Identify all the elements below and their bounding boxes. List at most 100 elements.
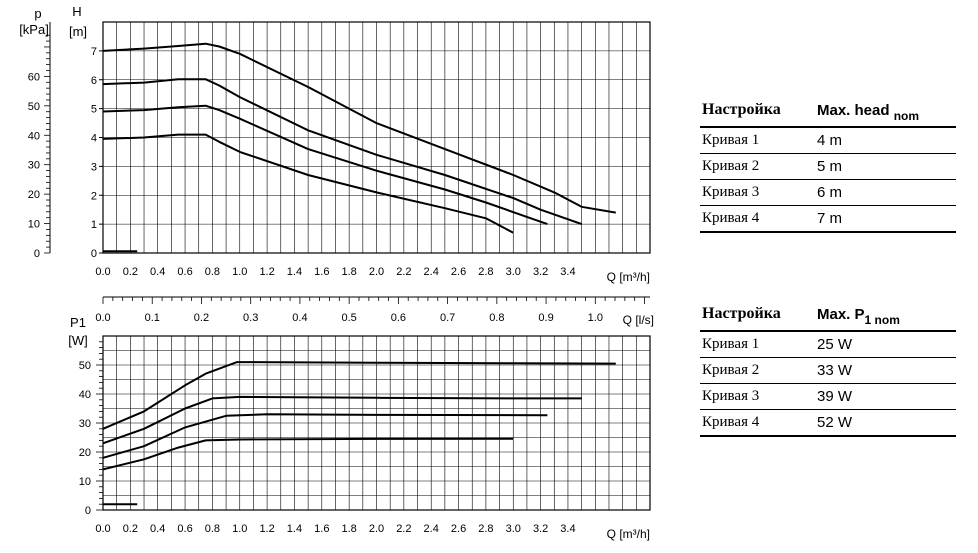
- kpa-axis-title: p: [34, 6, 41, 21]
- x-tick-label: 1.8: [342, 266, 357, 278]
- x-tick-label: 3.2: [533, 523, 548, 535]
- x-tick-label: 1.6: [314, 523, 329, 535]
- curve-name: Кривая 3: [700, 383, 805, 410]
- ls-axis-unit: Q [l/s]: [623, 313, 654, 327]
- curve-value: 33 W: [805, 357, 956, 384]
- ls-tick-label: 1.0: [588, 312, 603, 324]
- x-tick-label: 0.4: [150, 266, 165, 278]
- curve-value: 4 m: [805, 127, 956, 154]
- x-tick-label: 1.8: [342, 523, 357, 535]
- x-tick-label: 3.4: [560, 523, 575, 535]
- kpa-tick-label: 0: [34, 248, 40, 260]
- table-header-setting: Настройка: [700, 298, 805, 332]
- x-tick-label: 1.0: [232, 523, 247, 535]
- x-tick-label: 2.0: [369, 266, 384, 278]
- x-axis-unit: Q [m³/h]: [607, 270, 650, 284]
- x-tick-label: 2.2: [396, 266, 411, 278]
- curve-value: 7 m: [805, 205, 956, 233]
- kpa-tick-label: 30: [28, 160, 40, 172]
- head-curve-4: [102, 133, 514, 234]
- y-tick-label: 3: [91, 161, 97, 173]
- y-tick-label: 7: [91, 46, 97, 58]
- y-tick-label: 5: [91, 104, 97, 116]
- ls-tick-label: 0.0: [95, 312, 110, 324]
- ls-tick-label: 0.4: [292, 312, 307, 324]
- curve-value: 25 W: [805, 331, 956, 358]
- table-row: Кривая 4 7 m: [700, 205, 956, 233]
- kpa-tick-label: 50: [28, 101, 40, 113]
- head-settings-table: Настройка Max. head nom Кривая 1 4 m Кри…: [700, 94, 956, 233]
- pump-curves-figure: 0 1 2 3 4 5 6 7 0 10 20 30 40 50 60 p[kPa] H [m] 0.0 0.2 0.4…: [19, 4, 654, 541]
- x-tick-label: 3.0: [506, 523, 521, 535]
- x-tick-label: 2.6: [451, 523, 466, 535]
- ls-tick-label: 0.6: [391, 312, 406, 324]
- y-tick-label: 6: [91, 75, 97, 87]
- x-tick-label: 0.0: [95, 266, 110, 278]
- kpa-tick-label: 10: [28, 219, 40, 231]
- table-row: Кривая 4 52 W: [700, 409, 956, 437]
- ls-tick-label: 0.9: [538, 312, 553, 324]
- y-tick-label: 1: [91, 219, 97, 231]
- curve-name: Кривая 2: [700, 153, 805, 180]
- x-tick-label: 3.2: [533, 266, 548, 278]
- x-tick-label: 2.6: [451, 266, 466, 278]
- y-tick-label: 30: [79, 418, 91, 430]
- table-row: Кривая 2 5 m: [700, 153, 956, 180]
- power-curve-3: [102, 413, 548, 459]
- x-tick-label: 2.4: [424, 523, 439, 535]
- y-tick-label: 2: [91, 190, 97, 202]
- x-tick-label: 1.2: [259, 266, 274, 278]
- max-head-subscript: nom: [893, 108, 920, 123]
- curve-value: 39 W: [805, 383, 956, 410]
- curve-name: Кривая 1: [700, 331, 805, 358]
- h-axis-title: H: [72, 4, 81, 19]
- ls-tick-label: 0.8: [489, 312, 504, 324]
- curve-name: Кривая 1: [700, 127, 805, 154]
- x-tick-label: 0.0: [95, 523, 110, 535]
- ls-tick-label: 0.1: [145, 312, 160, 324]
- x-tick-label: 0.6: [177, 523, 192, 535]
- x-tick-label: 0.8: [205, 266, 220, 278]
- head-curve-3: [102, 104, 548, 226]
- x-tick-label: 0.2: [123, 523, 138, 535]
- y-tick-label: 0: [91, 248, 97, 260]
- y-tick-label: 50: [79, 360, 91, 372]
- curve-name: Кривая 4: [700, 205, 805, 233]
- ls-tick-label: 0.3: [243, 312, 258, 324]
- x-tick-label: 0.8: [205, 523, 220, 535]
- curve-value: 6 m: [805, 179, 956, 206]
- x-tick-label: 2.0: [369, 523, 384, 535]
- x-tick-label: 0.2: [123, 266, 138, 278]
- x-axis-unit: Q [m³/h]: [607, 527, 650, 541]
- kpa-tick-label: 20: [28, 189, 40, 201]
- y-tick-label: 10: [79, 476, 91, 488]
- power-flow-chart: 0 10 20 30 40 50 P1 [W] 0.0 0.2 0.4 0.6 0.8 1.0 1.2 1.4…: [68, 315, 651, 541]
- table-row: Кривая 3 39 W: [700, 383, 956, 410]
- x-tick-label: 3.0: [506, 266, 521, 278]
- max-power-subscript: 1 nom: [864, 312, 900, 327]
- table-row: Кривая 1 4 m: [700, 127, 956, 154]
- table-header-max-power: Max. P1 nom: [805, 298, 956, 332]
- x-tick-label: 1.4: [287, 266, 302, 278]
- max-head-label: Max. head: [817, 101, 890, 119]
- x-tick-label: 1.4: [287, 523, 302, 535]
- y-tick-label: 20: [79, 447, 91, 459]
- curve-name: Кривая 4: [700, 409, 805, 437]
- curve-name: Кривая 2: [700, 357, 805, 384]
- x-tick-label: 2.4: [424, 266, 439, 278]
- ls-tick-label: 0.7: [440, 312, 455, 324]
- y-tick-label: 0: [85, 505, 91, 517]
- flow-ls-axis: 0.0 0.1 0.2 0.3 0.4 0.5 0.6 0.7 0.8 0.9 1.0 Q [l/s]: [95, 296, 654, 327]
- curve-value: 52 W: [805, 409, 956, 437]
- x-tick-label: 2.8: [478, 523, 493, 535]
- head-curve-1: [102, 42, 616, 214]
- kpa-axis-unit: [kPa]: [19, 22, 49, 37]
- table-row: Кривая 2 33 W: [700, 357, 956, 384]
- x-tick-label: 2.2: [396, 523, 411, 535]
- kpa-tick-label: 40: [28, 130, 40, 142]
- ls-tick-label: 0.2: [194, 312, 209, 324]
- table-header-setting: Настройка: [700, 94, 805, 128]
- power-curve-2: [102, 395, 582, 445]
- y-tick-label: 4: [91, 133, 97, 145]
- x-tick-label: 0.4: [150, 523, 165, 535]
